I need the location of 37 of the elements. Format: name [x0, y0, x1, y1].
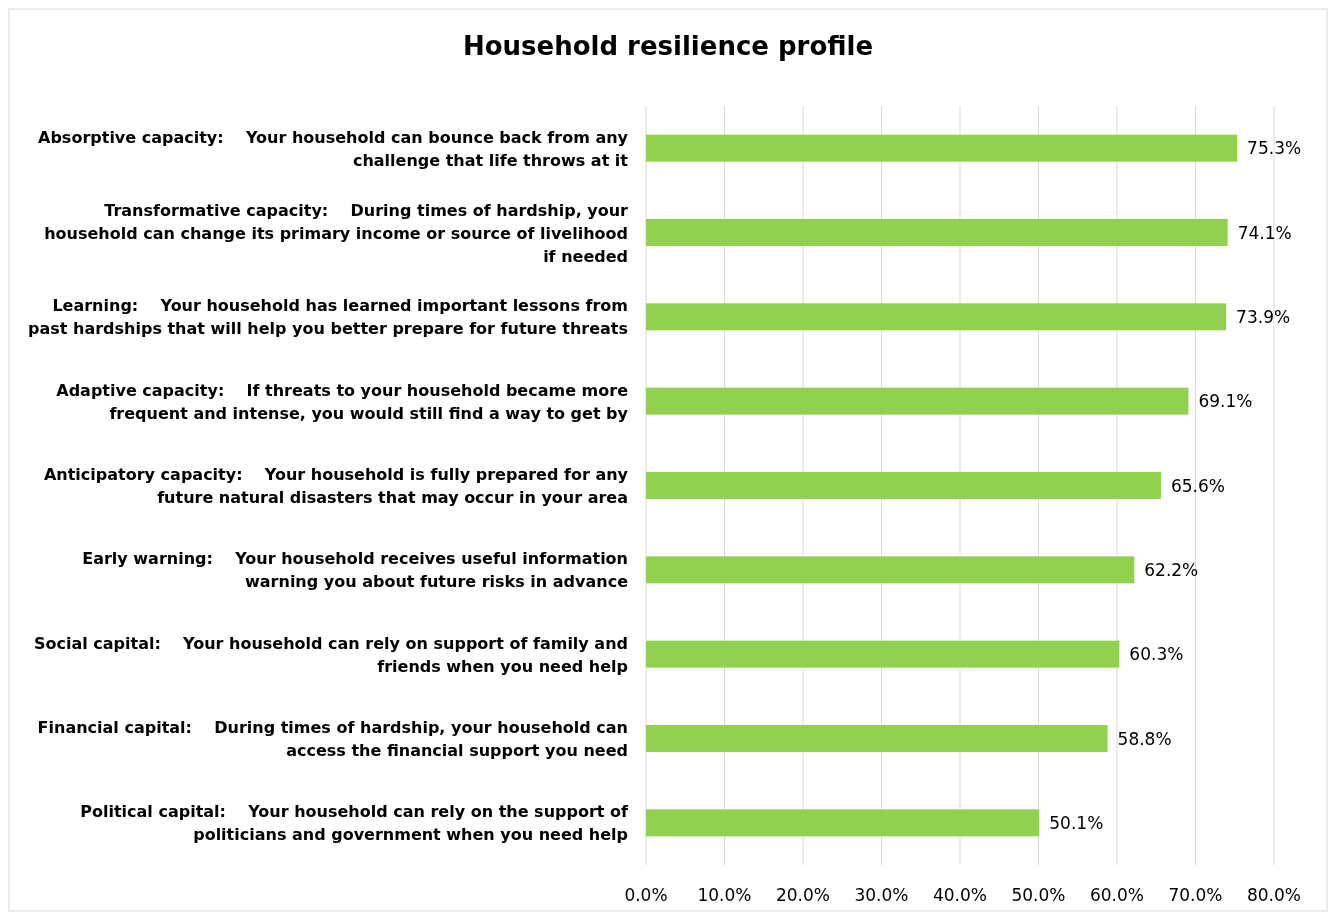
bar: [646, 556, 1135, 584]
y-tick-label: Financial capital: During times of hardship, your household can access the financial support you need: [37, 718, 628, 760]
x-tick-label: 0.0%: [624, 885, 668, 905]
bar: [646, 134, 1238, 162]
y-tick-label: Learning: Your household has learned important lessons from past hardships that will help you better prepare for future threats: [28, 296, 628, 339]
data-label: 60.3%: [1129, 644, 1184, 665]
data-label: 75.3%: [1247, 138, 1302, 159]
bar: [646, 387, 1189, 415]
data-label: 58.8%: [1117, 728, 1172, 749]
y-tick-label: Early warning: Your household receives useful information warning you about future risks in advance: [82, 549, 629, 592]
y-tick-label: Anticipatory capacity: Your household is fully prepared for any future natural disasters that may occur in your area: [43, 465, 629, 507]
data-label: 62.2%: [1144, 559, 1199, 580]
data-label: 65.6%: [1170, 475, 1225, 496]
chart-title: Household resilience profile: [462, 31, 874, 61]
bar: [646, 303, 1227, 331]
x-tick-label: 60.0%: [1089, 885, 1145, 905]
x-tick-label: 20.0%: [775, 885, 831, 905]
x-tick-label: 50.0%: [1011, 885, 1066, 905]
bar: [646, 640, 1120, 668]
y-tick-label: Absorptive capacity: Your household can bounce back from any challenge that life throws at it: [38, 127, 629, 170]
data-label: 74.1%: [1237, 222, 1292, 243]
x-tick-label: 80.0%: [1246, 885, 1302, 905]
bar: [646, 809, 1040, 837]
x-tick-label: 40.0%: [932, 885, 988, 905]
bar: [646, 219, 1228, 246]
data-label: 69.1%: [1198, 391, 1253, 412]
x-tick-label: 70.0%: [1168, 885, 1223, 905]
y-tick-label: Transformative capacity: During times of hardship, your household can change its primary income or source of livelihood if needed: [44, 200, 629, 266]
bar: [646, 472, 1161, 499]
data-label: 50.1%: [1049, 812, 1104, 833]
y-tick-label: Political capital: Your household can rely on the support of politicians and government when you need help: [80, 802, 630, 845]
bar: [646, 725, 1108, 752]
x-tick-label: 10.0%: [697, 885, 752, 905]
y-tick-label: Adaptive capacity: If threats to your household became more frequent and intense, you would still find a way to get by: [56, 380, 629, 423]
x-tick-label: 30.0%: [854, 885, 909, 905]
y-tick-label: Social capital: Your household can rely on support of family and friends when you need help: [33, 633, 628, 676]
data-label: 73.9%: [1236, 306, 1291, 327]
